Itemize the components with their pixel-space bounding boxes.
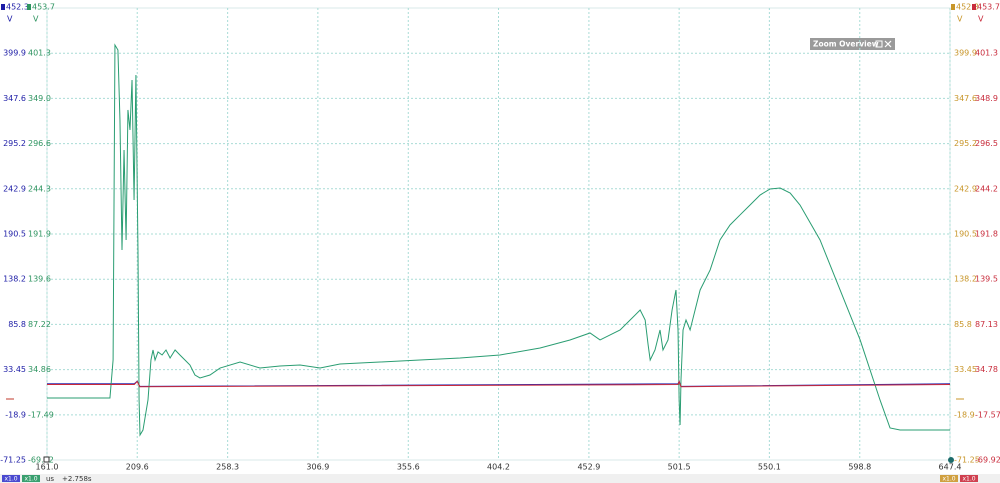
y-tick-label: 138.2: [954, 275, 977, 284]
y-tick-label: 85.8: [954, 320, 972, 329]
channel-swatch[interactable]: [972, 4, 976, 10]
axis-top-value: 452.3: [956, 3, 979, 12]
y-tick-label: 87.22: [28, 320, 51, 329]
scale-button[interactable]: [22, 475, 40, 482]
axis-bottom-value: -69.82: [28, 456, 54, 465]
y-tick-label: 296.6: [28, 139, 51, 148]
x-tick-label: 404.2: [487, 463, 510, 472]
y-tick-label: 242.9: [3, 184, 26, 193]
y-tick-label: -18.9: [5, 410, 26, 419]
channel-swatch[interactable]: [27, 4, 31, 10]
x-tick-label: 501.5: [668, 463, 691, 472]
scale-label: x1.0: [24, 475, 37, 482]
axis-bottom-value: -69.92: [975, 456, 1000, 465]
y-tick-label: -17.49: [28, 410, 54, 419]
y-tick-label: 399.9: [954, 49, 977, 58]
y-tick-label: 242.9: [954, 184, 977, 193]
zoom-overview[interactable]: Zoom Overview: [810, 38, 895, 50]
y-tick-label: -17.57: [975, 410, 1000, 419]
x-tick-label: 258.3: [216, 463, 239, 472]
axis-bottom-value: -71.25: [954, 456, 980, 465]
scale-label: x1.0: [4, 475, 17, 482]
bottom-marker: [948, 457, 954, 463]
axis-top-value: 452.3: [6, 3, 29, 12]
x-tick-label: 452.9: [577, 463, 600, 472]
y-tick-label: 138.2: [3, 275, 26, 284]
y-tick-label: 139.5: [975, 275, 998, 284]
axis-unit: V: [957, 15, 963, 24]
y-tick-label: 191.8: [975, 230, 998, 239]
y-tick-label: 85.8: [8, 320, 26, 329]
bottom-marker: [43, 456, 50, 463]
y-tick-label: 190.5: [954, 230, 977, 239]
y-tick-label: 34.86: [28, 365, 51, 374]
y-tick-label: 347.6: [3, 94, 26, 103]
x-tick-label: 161.0: [36, 463, 59, 472]
scale-label: x1.0: [962, 475, 975, 482]
y-tick-label: 139.6: [28, 275, 51, 284]
y-tick-label: 401.3: [975, 49, 998, 58]
axis-unit: V: [7, 15, 13, 24]
scale-button[interactable]: [960, 475, 978, 482]
scale-button[interactable]: [940, 475, 958, 482]
y-tick-label: 244.3: [28, 184, 51, 193]
y-tick-label: 295.2: [3, 139, 26, 148]
channel-swatch[interactable]: [951, 4, 955, 10]
channel-swatch[interactable]: [1, 4, 5, 10]
y-tick-label: 33.45: [3, 365, 26, 374]
y-tick-label: 296.5: [975, 139, 998, 148]
axis-unit: V: [978, 15, 984, 24]
close-icon[interactable]: [884, 40, 892, 48]
axis-top-value: 453.7: [32, 3, 55, 12]
axis-bottom-value: -71.25: [0, 456, 26, 465]
y-tick-label: 295.2: [954, 139, 977, 148]
y-tick-label: 401.3: [28, 49, 51, 58]
status-bar: [0, 474, 1000, 483]
zoom-overview-title: Zoom Overview: [813, 40, 879, 49]
axis-top-value: 453.7: [977, 3, 1000, 12]
y-tick-label: 348.9: [975, 94, 998, 103]
zoom-overview-bar: [810, 38, 895, 50]
y-tick-label: 244.2: [975, 184, 998, 193]
x-tick-label: 598.8: [848, 463, 871, 472]
y-tick-label: 347.6: [954, 94, 977, 103]
y-tick-label: 349.0: [28, 94, 51, 103]
x-tick-label: 647.4: [939, 463, 962, 472]
y-tick-label: 34.78: [975, 365, 998, 374]
scale-button[interactable]: [2, 475, 20, 482]
x-tick-label: 306.9: [306, 463, 329, 472]
scale-label: x1.0: [942, 475, 955, 482]
restore-icon[interactable]: [875, 40, 883, 48]
x-tick-label: 209.6: [126, 463, 149, 472]
time-offset: +2.758s: [62, 475, 92, 483]
trace: [47, 380, 951, 388]
y-tick-label: 399.9: [3, 49, 26, 58]
y-tick-label: 191.9: [28, 230, 51, 239]
axis-unit: V: [33, 15, 39, 24]
y-tick-label: -18.9: [954, 410, 975, 419]
x-tick-label: 355.6: [397, 463, 420, 472]
y-tick-label: 33.45: [954, 365, 977, 374]
x-tick-label: 550.1: [758, 463, 781, 472]
trace: [47, 43, 950, 437]
time-unit: us: [46, 475, 54, 483]
y-tick-label: 190.5: [3, 230, 26, 239]
y-tick-label: 87.13: [975, 320, 998, 329]
